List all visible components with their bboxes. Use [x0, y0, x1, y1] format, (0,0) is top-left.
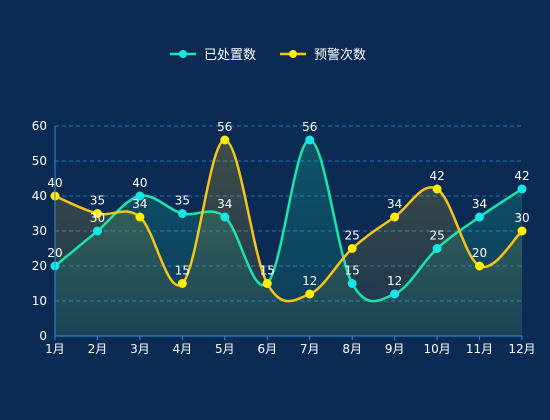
- data-point-s1-7: [305, 135, 315, 145]
- data-point-s1-3: [135, 191, 145, 201]
- x-tick-label-10: 10月: [423, 342, 450, 356]
- axes: 0 10 20 30 40 50 60 1月 2月 3月 4月 5月 6月 7月 8月 9月 10月 11月 12月: [32, 119, 536, 356]
- data-label-s1-5: 34: [217, 197, 232, 211]
- data-label-s1-10: 25: [429, 229, 444, 243]
- data-point-s2-6: [262, 279, 272, 288]
- data-label-s2-9: 34: [387, 197, 402, 211]
- data-label-s1-4: 35: [175, 194, 190, 208]
- x-tick-label-7: 7月: [300, 342, 320, 356]
- data-label-s1-11: 34: [472, 197, 487, 211]
- y-tick-label-40: 40: [32, 189, 47, 203]
- y-tick-label-10: 10: [32, 294, 47, 308]
- data-label-s2-5: 56: [217, 120, 232, 134]
- data-label-s2-4: 15: [175, 264, 190, 278]
- x-tick-label-12: 12月: [508, 342, 535, 356]
- data-point-s1-11: [475, 212, 485, 222]
- data-point-s2-4: [177, 279, 187, 288]
- data-point-s2-3: [135, 212, 145, 222]
- data-point-s1-5: [220, 212, 230, 222]
- data-point-s2-2: [92, 209, 102, 218]
- x-tick-label-3: 3月: [130, 342, 150, 356]
- legend-marker-1: [179, 50, 187, 58]
- data-label-s2-8: 25: [345, 229, 360, 243]
- data-label-s1-9: 12: [387, 274, 402, 288]
- data-point-s2-5: [220, 135, 230, 145]
- data-label-s1-3: 40: [132, 176, 147, 190]
- data-label-s1-2: 30: [90, 211, 105, 225]
- legend-marker-2: [289, 50, 297, 58]
- data-label-s2-12: 30: [514, 211, 529, 225]
- data-label-s1-8: 15: [345, 264, 360, 278]
- legend-item-1[interactable]: 已处置数: [170, 48, 256, 63]
- data-label-s1-6: 15: [260, 264, 275, 278]
- y-tick-label-60: 60: [32, 119, 47, 133]
- x-tick-label-11: 11月: [466, 342, 493, 356]
- data-label-s2-11: 20: [472, 246, 487, 260]
- x-tick-label-1: 1月: [45, 342, 65, 356]
- data-label-s1-7: 56: [302, 120, 317, 134]
- y-tick-label-30: 30: [32, 224, 47, 238]
- x-tick-label-4: 4月: [173, 342, 193, 356]
- data-label-s1-12: 42: [514, 169, 529, 183]
- y-tick-label-20: 20: [32, 259, 47, 273]
- data-point-s2-10: [432, 184, 442, 194]
- x-tick-label-9: 9月: [385, 342, 405, 356]
- data-point-s1-8: [347, 279, 357, 288]
- data-label-s2-2: 35: [90, 194, 105, 208]
- x-tick-label-6: 6月: [257, 342, 277, 356]
- legend[interactable]: 已处置数 预警次数: [170, 47, 366, 63]
- data-point-s1-9: [390, 289, 400, 299]
- y-tick-label-0: 0: [39, 329, 47, 343]
- data-label-s2-6: 15: [260, 264, 275, 278]
- data-point-s2-11: [475, 261, 485, 271]
- series-areas: [55, 140, 522, 336]
- x-tick-label-2: 2月: [88, 342, 108, 356]
- data-point-s2-9: [390, 212, 400, 222]
- data-point-s1-12: [517, 184, 527, 194]
- data-point-s1-10: [432, 244, 442, 253]
- data-label-s2-7: 12: [302, 274, 317, 288]
- data-label-s2-3: 34: [132, 197, 147, 211]
- data-point-s2-12: [517, 226, 527, 236]
- data-point-s2-8: [347, 244, 357, 253]
- legend-label-2: 预警次数: [314, 47, 366, 63]
- data-point-s1-2: [92, 226, 102, 236]
- data-point-s1-4: [177, 209, 187, 218]
- legend-item-2[interactable]: 预警次数: [280, 47, 366, 63]
- data-label-s2-10: 42: [429, 169, 444, 183]
- x-tick-label-5: 5月: [215, 342, 235, 356]
- legend-label-1: 已处置数: [204, 48, 256, 63]
- x-tick-label-8: 8月: [342, 342, 362, 356]
- data-point-s2-7: [305, 289, 315, 299]
- y-tick-label-50: 50: [32, 154, 47, 168]
